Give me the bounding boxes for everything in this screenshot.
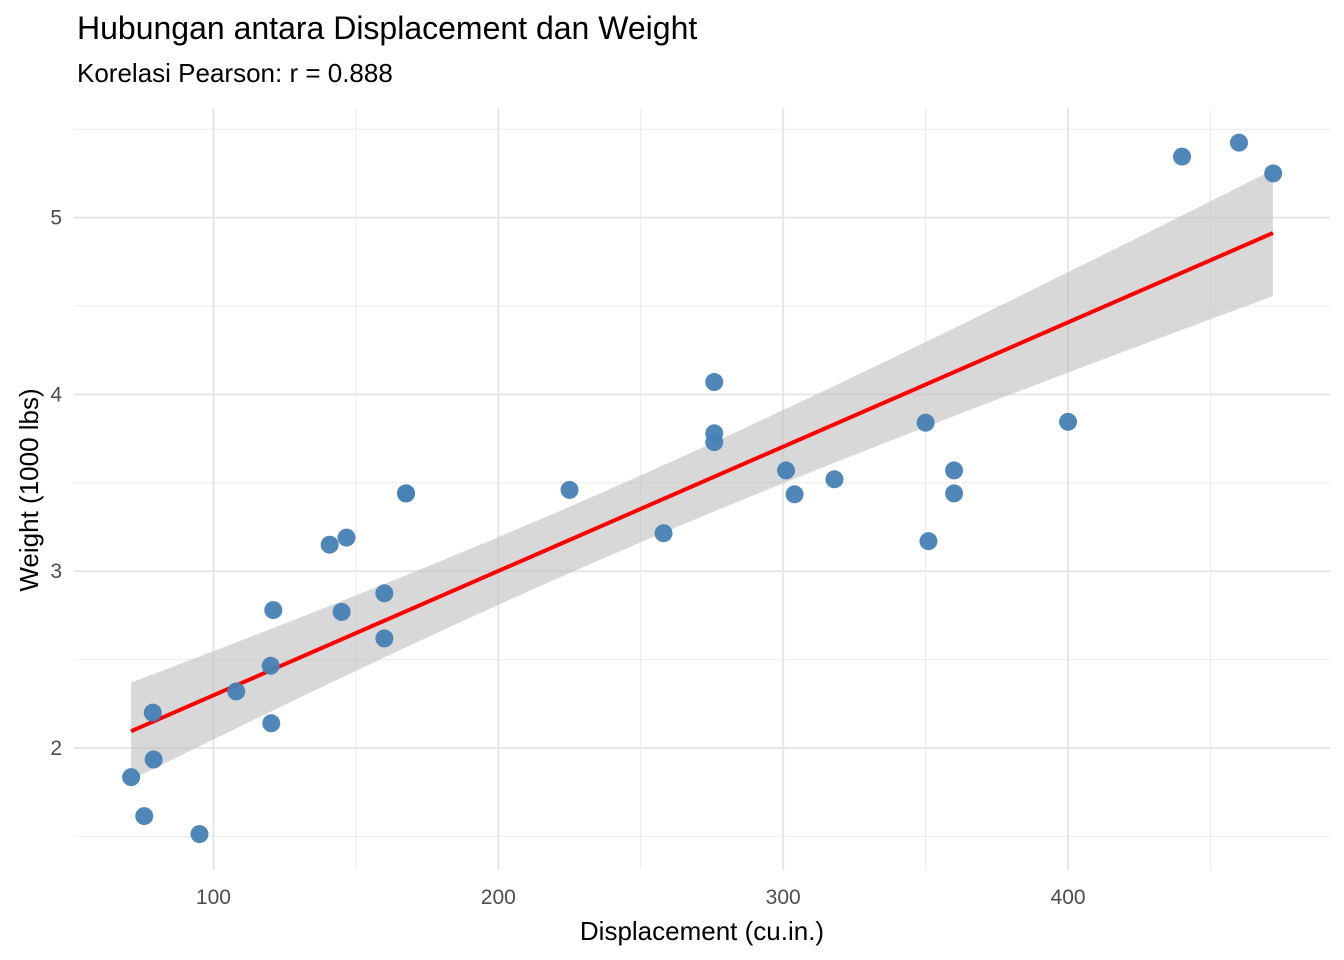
data-point [945, 461, 964, 480]
y-tick-labels: 2 3 4 5 [50, 207, 62, 760]
data-point [919, 532, 938, 551]
data-point [560, 480, 579, 499]
chart-title: Hubungan antara Displacement dan Weight [77, 10, 698, 46]
x-tick-label: 400 [1051, 886, 1086, 909]
confidence-band-layer [131, 169, 1273, 780]
x-tick-label: 300 [766, 886, 801, 909]
data-point [916, 413, 935, 432]
data-point [143, 703, 162, 722]
data-point [825, 470, 844, 489]
data-point [261, 656, 280, 675]
regression-line-layer [130, 231, 1274, 734]
x-tick-label: 100 [196, 886, 231, 909]
grid-major-lines [74, 108, 1330, 870]
data-point [777, 461, 796, 480]
x-tick-labels: 100 200 300 400 [196, 886, 1086, 909]
y-axis-title: Weight (1000 lbs) [14, 388, 44, 591]
x-axis-title: Displacement (cu.in.) [580, 916, 824, 946]
data-point [320, 535, 339, 554]
data-point [945, 484, 964, 503]
data-point [1059, 412, 1078, 431]
y-tick-label: 3 [50, 560, 62, 583]
y-tick-label: 2 [50, 737, 62, 760]
data-point [227, 682, 246, 701]
data-point [337, 528, 356, 547]
data-point [785, 485, 804, 504]
regression-line [130, 231, 1274, 734]
data-point [1264, 164, 1283, 183]
data-point [705, 373, 724, 392]
data-point [375, 629, 394, 648]
data-point [1229, 133, 1248, 152]
data-point [122, 768, 141, 787]
data-point [332, 602, 351, 621]
data-point [705, 424, 724, 443]
data-point [135, 807, 154, 826]
chart-subtitle: Korelasi Pearson: r = 0.888 [77, 58, 393, 88]
data-point [144, 750, 163, 769]
data-point [397, 484, 416, 503]
data-point [375, 584, 394, 603]
data-point [262, 714, 281, 733]
data-points-layer [122, 133, 1283, 844]
data-point [654, 524, 673, 543]
y-tick-label: 4 [50, 383, 62, 406]
confidence-band [131, 169, 1273, 780]
y-tick-label: 5 [50, 207, 62, 230]
data-point [1173, 147, 1192, 166]
data-point [190, 825, 209, 844]
x-tick-label: 200 [481, 886, 516, 909]
data-point [264, 601, 283, 620]
